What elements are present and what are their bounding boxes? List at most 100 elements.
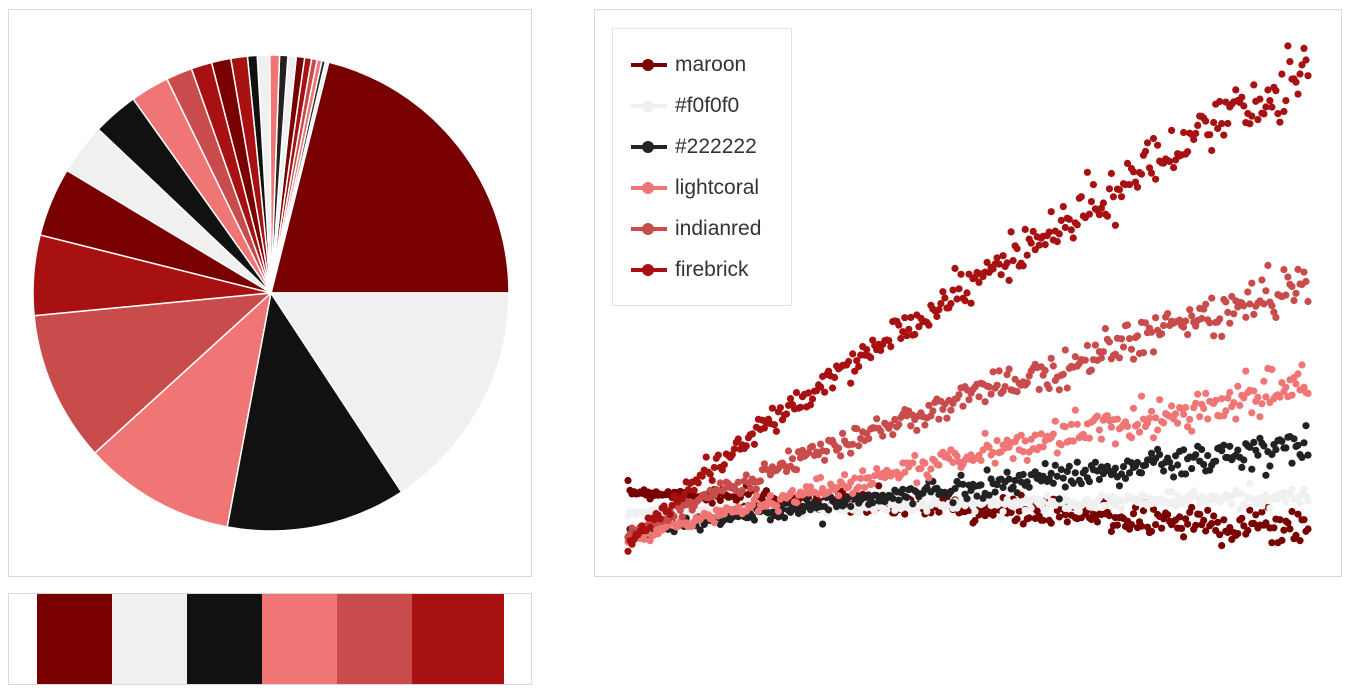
scatter-point (1262, 393, 1270, 401)
scatter-point (1246, 480, 1254, 488)
scatter-point (746, 485, 754, 493)
scatter-point (899, 485, 907, 493)
scatter-point (1264, 261, 1272, 269)
scatter-point (1087, 198, 1095, 206)
scatter-point (1156, 396, 1164, 404)
scatter-point (1302, 56, 1310, 64)
scatter-point (817, 473, 825, 482)
scatter-point (1047, 469, 1055, 477)
scatter-point (1170, 164, 1178, 172)
scatter-point (1137, 522, 1146, 530)
scatter-point (1250, 387, 1258, 395)
scatter-point (1168, 126, 1176, 134)
scatter-point (829, 384, 837, 392)
scatter-point (1286, 525, 1294, 533)
scatter-point (1160, 467, 1168, 475)
scatter-point (1147, 449, 1156, 457)
scatter-point (1073, 420, 1081, 428)
scatter-point (1149, 348, 1158, 356)
scatter-point (1188, 312, 1196, 320)
scatter-point (782, 410, 791, 418)
scatter-point (821, 456, 829, 464)
scatter-point (849, 440, 857, 448)
scatter-point (1119, 463, 1128, 471)
scatter-point (819, 485, 827, 493)
scatter-point (1238, 490, 1246, 498)
scatter-point (901, 468, 909, 476)
scatter-point (1158, 330, 1166, 338)
scatter-point (706, 470, 714, 478)
scatter-point (1115, 482, 1123, 490)
scatter-point (1125, 181, 1134, 189)
scatter-point (1260, 110, 1268, 118)
scatter-point (1073, 221, 1081, 229)
scatter-point (923, 507, 931, 515)
scatter-chart (624, 42, 1312, 555)
scatter-point (1051, 461, 1059, 469)
scatter-point (1202, 389, 1210, 397)
scatter-point (937, 300, 945, 308)
scatter-point (991, 488, 999, 496)
scatter-point (859, 467, 867, 475)
scatter-point (1270, 524, 1278, 532)
scatter-point (1069, 437, 1077, 445)
scatter-point (953, 295, 961, 303)
scatter-point (1238, 93, 1246, 101)
scatter-point (1115, 186, 1123, 194)
scatter-point (1061, 423, 1069, 431)
scatter-point (1188, 503, 1196, 511)
scatter-point (1087, 366, 1095, 374)
scatter-point (1284, 42, 1292, 50)
scatter-point (943, 414, 951, 422)
scatter-point (1149, 434, 1158, 442)
scatter-point (1292, 289, 1300, 297)
scatter-point (678, 513, 686, 521)
scatter-point (1180, 446, 1188, 454)
scatter-point (752, 491, 760, 499)
scatter-point (975, 393, 983, 401)
scatter-point (1176, 513, 1184, 521)
color-swatch-0 (37, 594, 112, 684)
scatter-point (696, 526, 704, 534)
scatter-point (1272, 313, 1280, 321)
color-swatch-5 (412, 594, 504, 684)
scatter-point (628, 524, 636, 532)
scatter-point (989, 449, 997, 457)
scatter-point (1019, 470, 1027, 479)
scatter-point (1105, 338, 1113, 346)
scatter-point (720, 485, 728, 493)
scatter-point (1001, 383, 1009, 391)
scatter-point (839, 429, 847, 437)
scatter-point (1224, 394, 1232, 402)
scatter-point (1053, 472, 1061, 480)
scatter-point (1174, 419, 1182, 427)
scatter-point (1053, 449, 1061, 457)
legend-marker-icon (629, 96, 669, 116)
scatter-point (881, 474, 889, 482)
scatter-point (1097, 491, 1105, 499)
scatter-point (1206, 319, 1214, 327)
scatter-point (1007, 508, 1015, 516)
scatter-point (1147, 407, 1156, 415)
scatter-point (1240, 302, 1248, 310)
scatter-point (1065, 215, 1073, 223)
scatter-point (684, 486, 692, 494)
scatter-point (1011, 476, 1019, 485)
scatter-point (1262, 519, 1270, 527)
scatter-point (1212, 396, 1220, 404)
scatter-point (734, 478, 742, 486)
scatter-point (1246, 120, 1254, 128)
scatter-point (702, 453, 710, 461)
legend-label: #f0f0f0 (675, 94, 740, 117)
scatter-point (913, 479, 921, 487)
scatter-point (985, 383, 993, 391)
scatter-point (1198, 314, 1206, 323)
scatter-point (957, 270, 965, 278)
scatter-point (1290, 296, 1298, 305)
scatter-point (1099, 199, 1107, 207)
scatter-point (903, 493, 911, 501)
scatter-point (1276, 118, 1284, 126)
scatter-point (1272, 446, 1280, 454)
scatter-point (1081, 466, 1089, 474)
scatter-point (1246, 443, 1254, 451)
